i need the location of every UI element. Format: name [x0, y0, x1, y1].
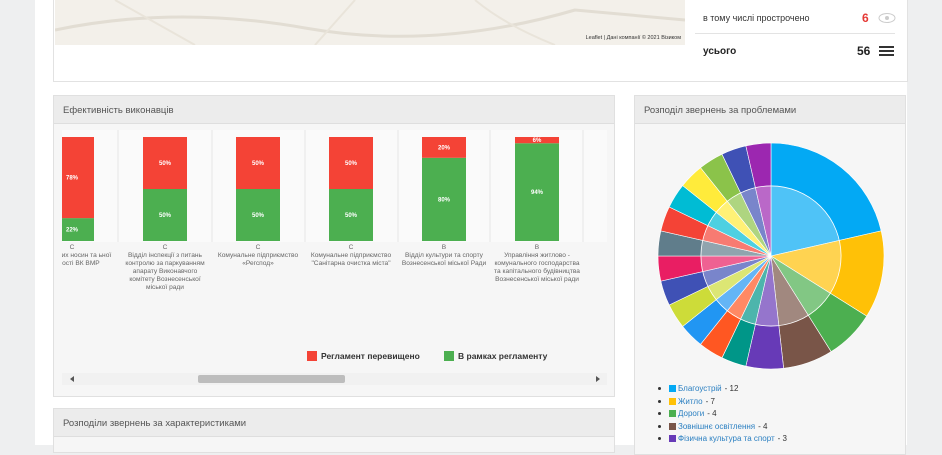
data-label: 80%	[438, 197, 451, 203]
legend-swatch	[444, 351, 454, 361]
data-label: 50%	[252, 213, 265, 219]
legend-label[interactable]: Регламент перевищено	[321, 351, 420, 361]
legend-label[interactable]: В рамках регламенту	[458, 351, 548, 361]
data-label: 20%	[438, 145, 451, 151]
scrollbar[interactable]	[62, 373, 607, 385]
data-label: 94%	[531, 190, 544, 196]
data-label: 50%	[159, 213, 172, 219]
data-label: 50%	[345, 161, 358, 167]
data-label: 50%	[345, 213, 358, 219]
inner-ring	[701, 186, 841, 326]
data-label: 50%	[159, 161, 172, 167]
page: {"map": {"attribution": "Leaflet | Дані …	[0, 0, 942, 445]
data-label: 50%	[252, 161, 265, 167]
charts: 22% 78% 50% 50% 50% 50% 50% 50% 80% 20% 94% 6% Регл…	[0, 0, 942, 445]
data-label: 78%	[66, 176, 79, 182]
legend-swatch	[307, 351, 317, 361]
data-label: 6%	[533, 138, 542, 144]
data-label: 22%	[66, 228, 79, 234]
